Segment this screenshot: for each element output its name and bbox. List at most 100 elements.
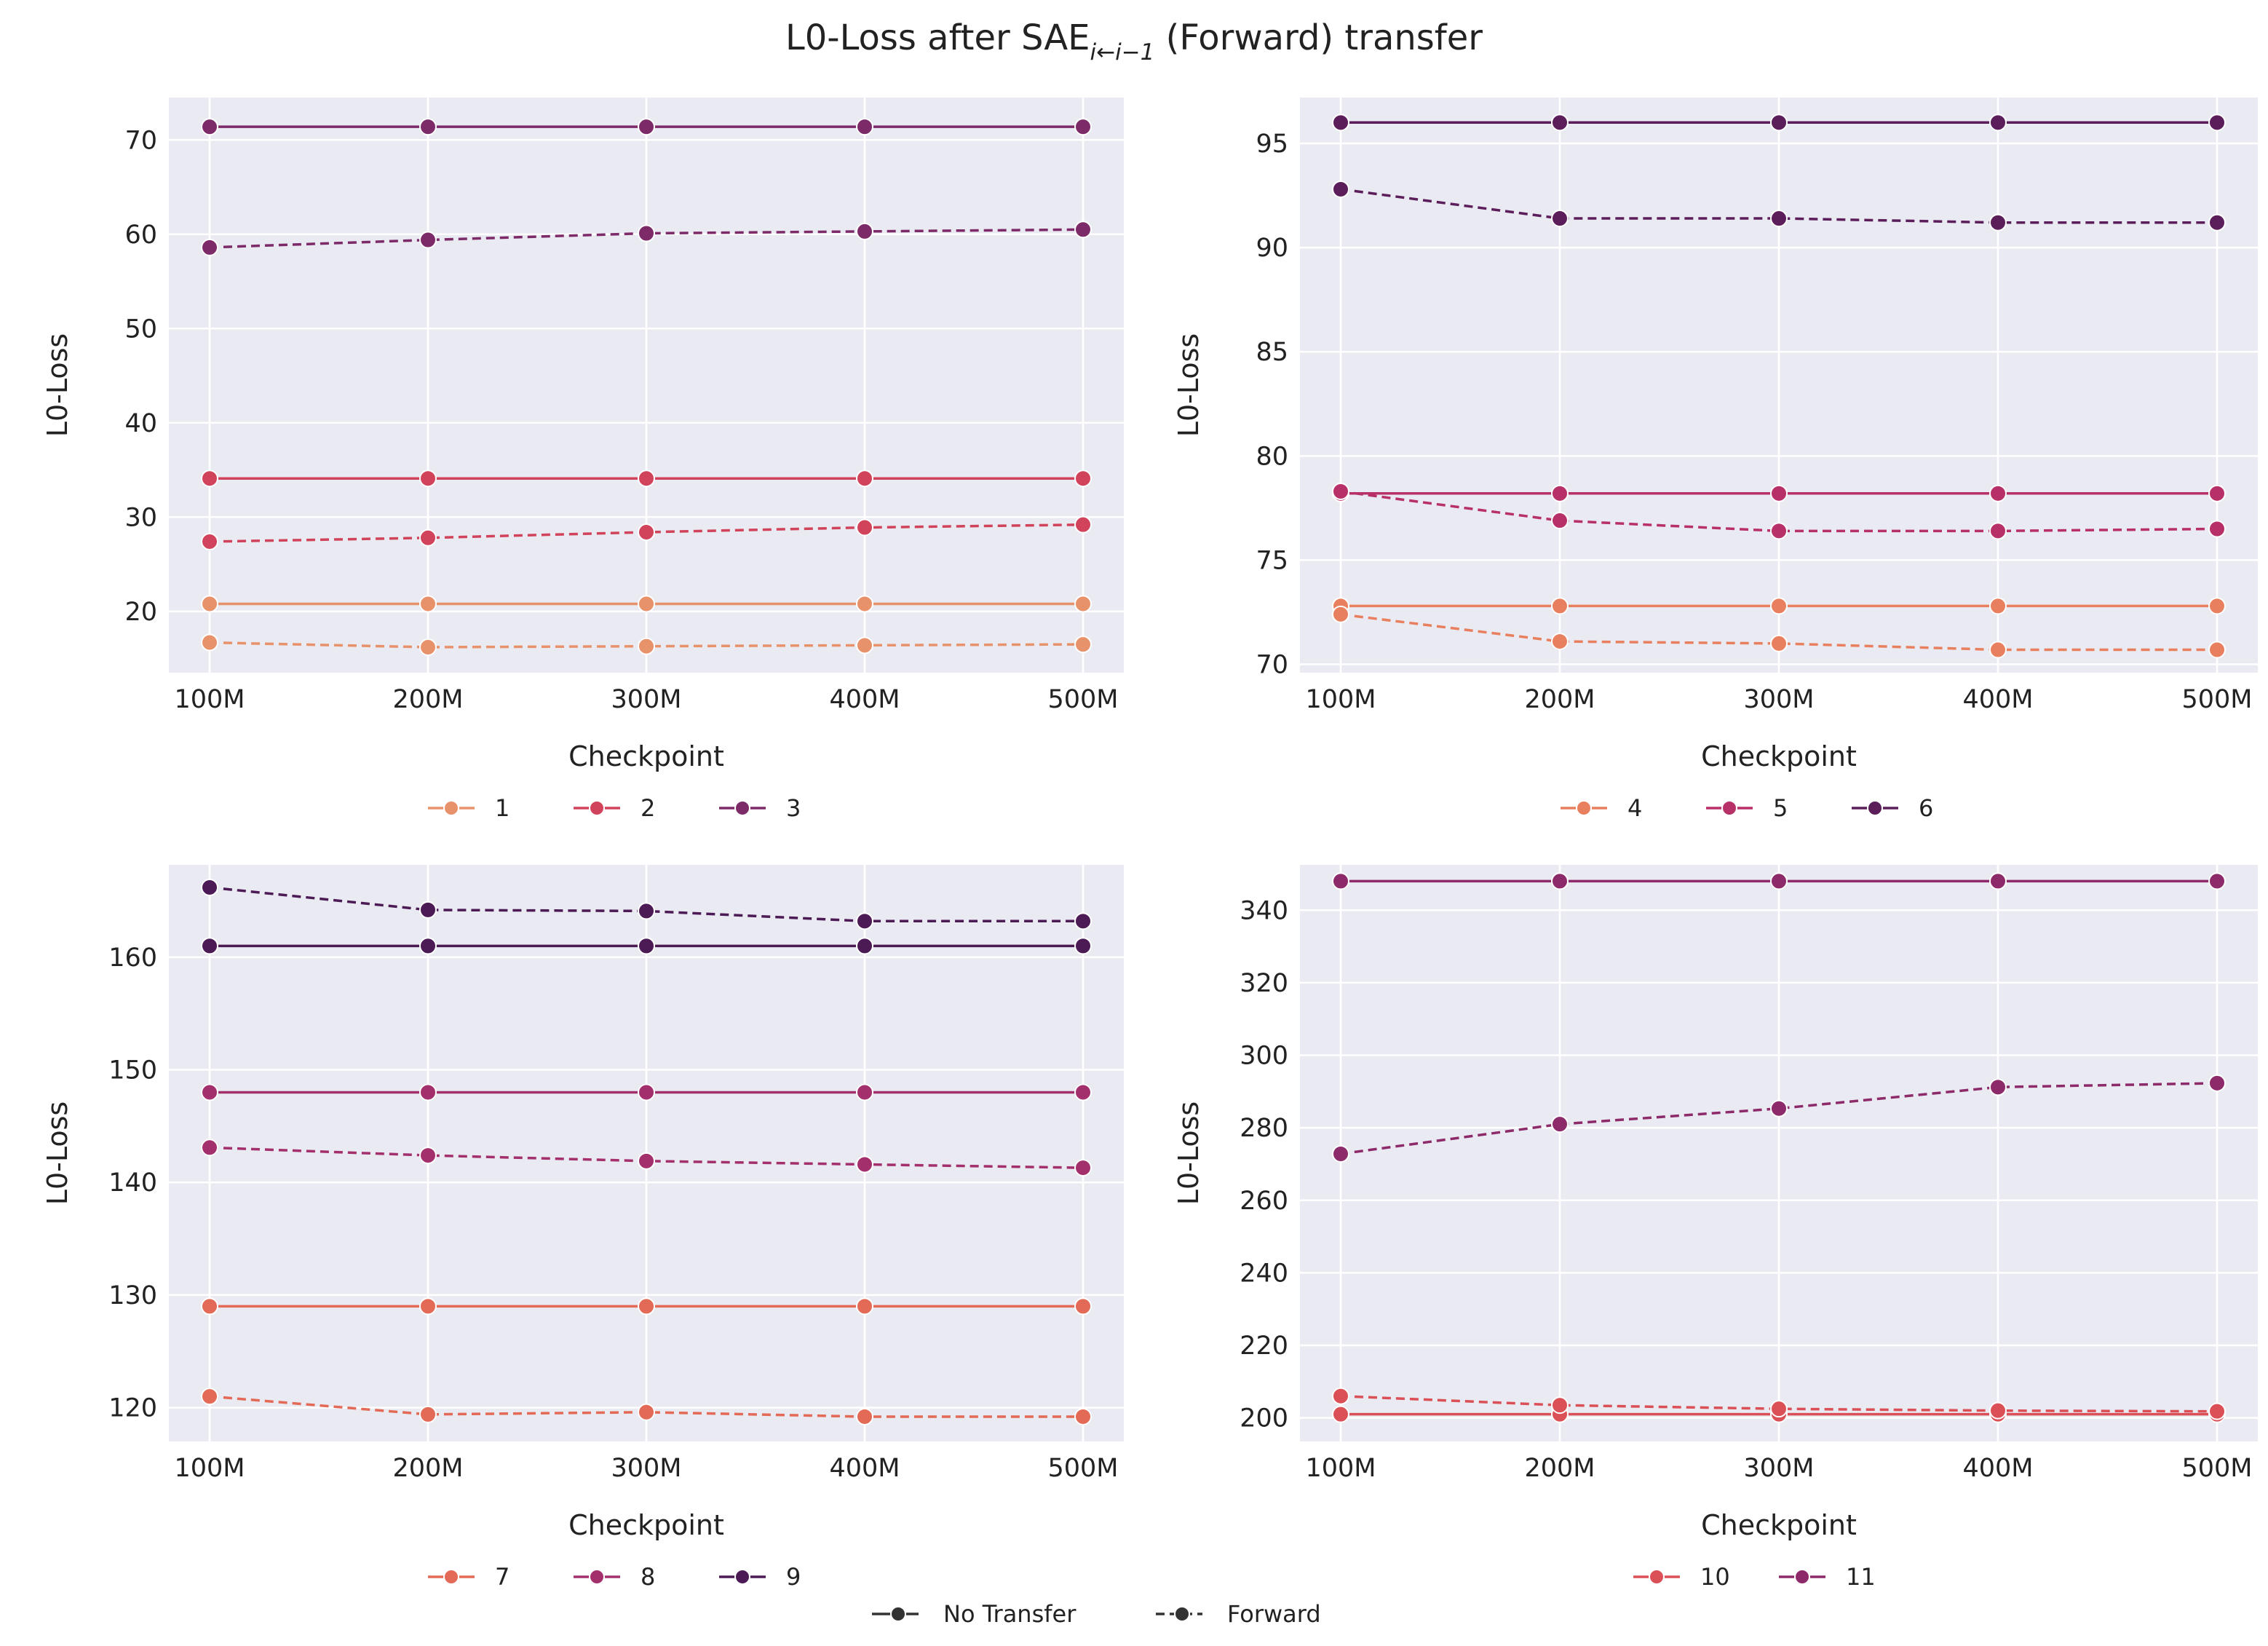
data-point-8-no-transfer bbox=[419, 1083, 437, 1101]
data-point-2-no-transfer bbox=[638, 470, 655, 488]
data-point-3-no-transfer bbox=[1074, 118, 1092, 136]
legend-label: 2 bbox=[641, 794, 655, 822]
legend-item-4: 4 bbox=[1561, 794, 1642, 822]
data-point-4-forward bbox=[1551, 633, 1569, 651]
data-point-3-no-transfer bbox=[856, 118, 873, 136]
data-point-9-forward bbox=[201, 878, 218, 896]
y-tick-label: 200 bbox=[1240, 1404, 1288, 1433]
data-point-5-forward bbox=[1770, 522, 1788, 540]
data-point-11-no-transfer bbox=[1332, 872, 1349, 890]
data-point-11-forward bbox=[1332, 1144, 1349, 1163]
y-tick-label: 260 bbox=[1240, 1187, 1288, 1216]
data-point-9-forward bbox=[856, 912, 873, 930]
y-tick-label: 130 bbox=[108, 1281, 157, 1310]
style-legend: No Transfer Forward bbox=[872, 1600, 1321, 1628]
data-point-7-forward bbox=[856, 1407, 873, 1425]
x-tick-label: 400M bbox=[829, 685, 900, 714]
legend-item-1: 1 bbox=[428, 794, 509, 822]
chart-panel-4: 100M 200M 300M 400M 500M 200 220 240 260 280 300 32… bbox=[1173, 865, 2258, 1591]
legend-item-3: 3 bbox=[719, 794, 801, 822]
x-tick-label: 200M bbox=[392, 1454, 463, 1483]
y-tick-label: 140 bbox=[108, 1168, 157, 1198]
data-point-11-forward bbox=[2208, 1074, 2226, 1092]
data-point-3-no-transfer bbox=[201, 118, 218, 136]
data-point-9-forward bbox=[638, 902, 655, 920]
data-point-10-forward bbox=[1989, 1401, 2007, 1420]
series-line-11-forward bbox=[1340, 1082, 2218, 1155]
legend-label: 11 bbox=[1846, 1563, 1876, 1591]
data-point-6-no-transfer bbox=[2208, 114, 2226, 132]
data-point-3-no-transfer bbox=[419, 118, 437, 136]
data-point-8-forward bbox=[1074, 1159, 1092, 1177]
data-point-11-forward bbox=[1989, 1078, 2007, 1096]
data-point-2-forward bbox=[201, 532, 218, 550]
data-point-5-no-transfer bbox=[2208, 484, 2226, 502]
data-point-2-forward bbox=[638, 523, 655, 542]
data-point-10-no-transfer bbox=[1332, 1405, 1349, 1423]
data-point-6-forward bbox=[1770, 210, 1788, 228]
data-point-3-forward bbox=[419, 231, 437, 249]
data-point-7-forward bbox=[419, 1405, 437, 1423]
data-point-4-forward bbox=[1989, 641, 2007, 659]
data-point-5-no-transfer bbox=[1551, 484, 1569, 502]
style-legend-label: No Transfer bbox=[943, 1600, 1076, 1628]
data-point-6-forward bbox=[1989, 213, 2007, 232]
data-point-9-no-transfer bbox=[419, 937, 437, 955]
data-point-10-forward bbox=[2208, 1402, 2226, 1420]
data-point-6-no-transfer bbox=[1770, 114, 1788, 132]
data-point-4-forward bbox=[1332, 605, 1349, 623]
y-tick-label: 160 bbox=[108, 943, 157, 973]
data-point-5-no-transfer bbox=[1770, 484, 1788, 502]
y-tick-label: 280 bbox=[1240, 1114, 1288, 1143]
series-9 bbox=[201, 878, 1092, 955]
data-point-2-no-transfer bbox=[201, 470, 218, 488]
data-point-1-forward bbox=[856, 636, 873, 654]
data-point-8-forward bbox=[201, 1139, 218, 1157]
x-tick-label: 400M bbox=[1962, 685, 2033, 714]
data-point-10-forward bbox=[1551, 1396, 1569, 1414]
data-point-2-no-transfer bbox=[1074, 470, 1092, 488]
series-2 bbox=[201, 470, 1092, 550]
legend-marker bbox=[734, 1569, 750, 1585]
x-axis-label: Checkpoint bbox=[568, 740, 724, 772]
data-point-5-forward bbox=[1551, 512, 1569, 530]
data-point-1-forward bbox=[419, 638, 437, 657]
data-point-6-no-transfer bbox=[1989, 114, 2007, 132]
data-point-8-no-transfer bbox=[1074, 1083, 1092, 1101]
series-legend: 10 11 bbox=[1633, 1563, 1876, 1591]
data-point-11-no-transfer bbox=[2208, 872, 2226, 890]
legend-item-10: 10 bbox=[1633, 1563, 1730, 1591]
legend-marker bbox=[443, 800, 459, 816]
data-point-1-forward bbox=[201, 633, 218, 652]
data-point-4-forward bbox=[1770, 634, 1788, 652]
data-point-6-no-transfer bbox=[1551, 114, 1569, 132]
data-point-7-no-transfer bbox=[638, 1297, 655, 1315]
legend-item-2: 2 bbox=[574, 794, 655, 822]
x-tick-label: 100M bbox=[174, 685, 245, 714]
style-legend-label: Forward bbox=[1227, 1600, 1321, 1628]
chart-panel-2: 100M 200M 300M 400M 500M 70 75 80 85 90 95 Checkpoi… bbox=[1173, 98, 2258, 822]
x-tick-label: 300M bbox=[611, 1454, 681, 1483]
data-point-11-forward bbox=[1551, 1115, 1569, 1133]
data-point-7-forward bbox=[1074, 1407, 1092, 1425]
data-point-2-forward bbox=[1074, 515, 1092, 534]
chart-panel-1: 100M 200M 300M 400M 500M 20 30 40 50 60 70 Checkpoi… bbox=[41, 98, 1124, 822]
data-point-8-forward bbox=[856, 1155, 873, 1174]
chart-panel-3: 100M 200M 300M 400M 500M 120 130 140 150 160 Check… bbox=[41, 865, 1124, 1591]
data-point-3-forward bbox=[201, 238, 218, 256]
series-8 bbox=[201, 1083, 1092, 1177]
data-point-6-forward bbox=[2208, 213, 2226, 232]
series-legend: 7 8 9 bbox=[428, 1563, 801, 1591]
series-legend: 4 5 6 bbox=[1561, 794, 1933, 822]
data-point-5-forward bbox=[1989, 522, 2007, 540]
legend-label: 1 bbox=[495, 794, 509, 822]
legend-marker bbox=[589, 1569, 605, 1585]
legend-marker bbox=[1794, 1569, 1810, 1585]
legend-marker bbox=[1649, 1569, 1665, 1585]
data-point-4-no-transfer bbox=[1551, 597, 1569, 615]
legend-item-5: 5 bbox=[1706, 794, 1788, 822]
data-point-7-no-transfer bbox=[201, 1297, 218, 1315]
y-axis-label: L0-Loss bbox=[1173, 1101, 1205, 1205]
style-legend-marker bbox=[890, 1606, 906, 1622]
